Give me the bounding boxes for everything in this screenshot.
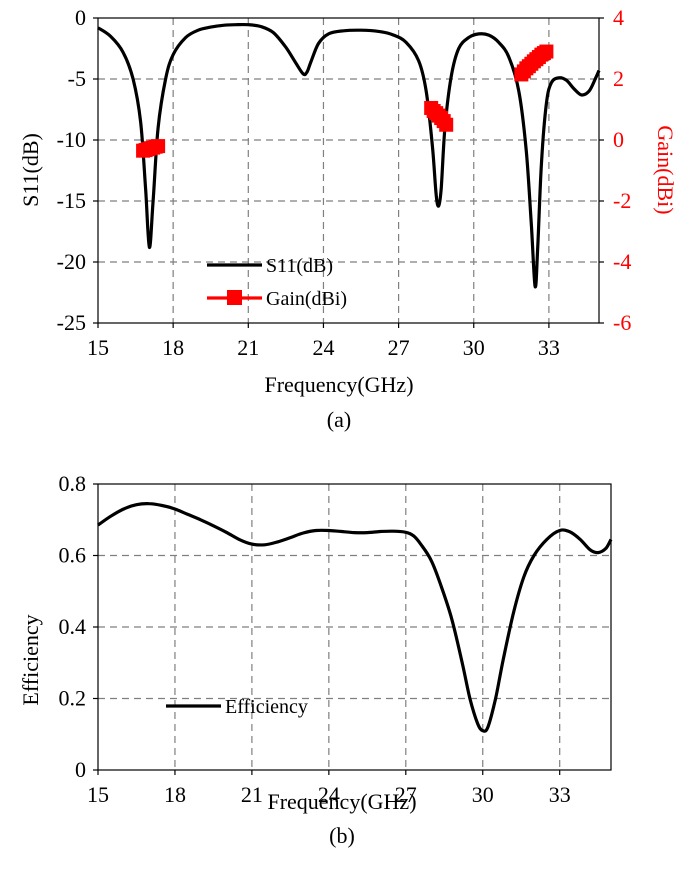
x-tick-label-21: 21 bbox=[237, 335, 259, 360]
x-tick-label-18: 18 bbox=[162, 335, 184, 360]
x-tick-label-15: 15 bbox=[87, 782, 109, 807]
y-tick-label-5: -25 bbox=[57, 310, 86, 335]
x-tick-label-27: 27 bbox=[395, 782, 417, 807]
panel-b-y-axis-title: Efficiency bbox=[18, 614, 43, 705]
panel-a-x-tick-labels: 15 18 21 24 27 30 33 bbox=[87, 335, 560, 360]
y-tick-label-0: 0 bbox=[75, 5, 86, 30]
gain-series-markers bbox=[136, 44, 554, 158]
panel-a-grid bbox=[93, 17, 604, 328]
s11-series-line bbox=[97, 22, 601, 289]
y-tick-label-1: -5 bbox=[68, 66, 86, 91]
panel-a-legend: S11(dB) Gain(dBi) bbox=[207, 255, 347, 310]
y-tick-label-2: 0.4 bbox=[59, 614, 87, 639]
y2-tick-label-1: 2 bbox=[613, 66, 624, 91]
legend-gain-marker bbox=[227, 290, 242, 305]
panel-a-label: (a) bbox=[327, 407, 351, 432]
panel-b-x-axis-title: Frequency(GHz) bbox=[267, 789, 416, 814]
x-tick-label-18: 18 bbox=[164, 782, 186, 807]
panel-a-y-tick-labels: 0 -5 -10 -15 -20 -25 bbox=[57, 5, 86, 335]
y-tick-label-4: 0 bbox=[75, 757, 86, 782]
x-tick-label-33: 33 bbox=[538, 335, 560, 360]
y-tick-label-3: 0.2 bbox=[59, 686, 87, 711]
x-tick-label-15: 15 bbox=[87, 335, 109, 360]
panel-a-x-axis-title: Frequency(GHz) bbox=[264, 372, 413, 397]
x-tick-label-27: 27 bbox=[388, 335, 410, 360]
panel-a-y-axis-title: S11(dB) bbox=[18, 133, 43, 207]
efficiency-series-line bbox=[97, 502, 613, 733]
x-tick-label-24: 24 bbox=[312, 335, 334, 360]
y2-tick-label-3: -2 bbox=[613, 188, 631, 213]
panel-b-y-tick-labels: 0.8 0.6 0.4 0.2 0 bbox=[59, 471, 87, 782]
y-tick-label-3: -15 bbox=[57, 188, 86, 213]
y2-tick-label-5: -6 bbox=[613, 310, 631, 335]
panel-b-legend: Efficiency bbox=[166, 696, 308, 718]
y2-tick-label-2: 0 bbox=[613, 127, 624, 152]
y-tick-label-0: 0.8 bbox=[59, 471, 87, 496]
gain-point bbox=[439, 117, 454, 132]
y2-tick-label-4: -4 bbox=[613, 249, 631, 274]
y-tick-label-4: -20 bbox=[57, 249, 86, 274]
x-tick-label-30: 30 bbox=[463, 335, 485, 360]
legend-gain-label: Gain(dBi) bbox=[266, 288, 347, 310]
legend-efficiency-label: Efficiency bbox=[225, 696, 308, 718]
panel-a-plot-frame bbox=[97, 17, 600, 324]
panel-b-x-tick-labels: 15 18 21 24 27 30 33 bbox=[87, 782, 571, 807]
legend-s11-label: S11(dB) bbox=[266, 255, 333, 277]
y2-tick-label-0: 4 bbox=[613, 5, 624, 30]
x-tick-label-30: 30 bbox=[472, 782, 494, 807]
gain-point bbox=[151, 139, 166, 154]
panel-a-s11-gain-chart: 15 18 21 24 27 30 33 0 -5 -10 -15 -20 -25 4 2 0 -2 -4 -6… bbox=[18, 5, 678, 432]
x-tick-label-33: 33 bbox=[549, 782, 571, 807]
panel-b-plot-frame bbox=[97, 483, 612, 771]
y-tick-label-1: 0.6 bbox=[59, 543, 87, 568]
y-tick-label-2: -10 bbox=[57, 127, 86, 152]
panel-b-efficiency-chart: 15 18 21 24 27 30 33 0.80.60.40.20 Efficiency … bbox=[18, 471, 613, 848]
panel-b-label: (b) bbox=[329, 823, 355, 848]
panel-a-y2-tick-labels: 4 2 0 -2 -4 -6 bbox=[613, 5, 631, 335]
x-tick-label-21: 21 bbox=[241, 782, 263, 807]
panel-b-grid bbox=[93, 483, 611, 775]
gain-point bbox=[539, 44, 554, 59]
x-tick-label-24: 24 bbox=[318, 782, 340, 807]
panel-a-y2-axis-title: Gain(dBi) bbox=[653, 125, 678, 214]
